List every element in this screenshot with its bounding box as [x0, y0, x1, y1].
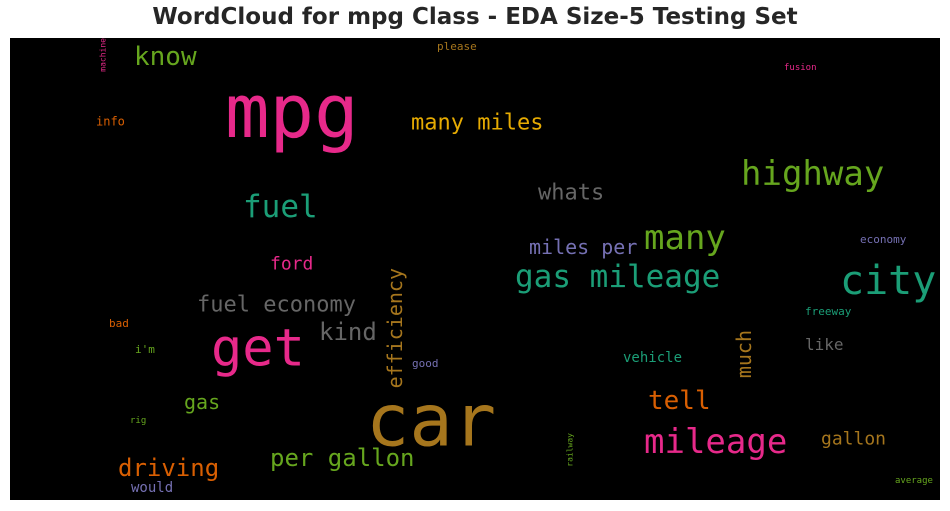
word-efficiency: efficiency — [383, 268, 407, 388]
chart-title: WordCloud for mpg Class - EDA Size-5 Tes… — [152, 4, 798, 30]
word-gas-mileage: gas mileage — [515, 259, 720, 295]
word-fuel-economy: fuel economy — [197, 293, 356, 318]
word-bad: bad — [109, 317, 129, 330]
word-like: like — [805, 335, 844, 354]
word-get: get — [211, 319, 305, 379]
word-city: city — [840, 258, 936, 304]
word-i-m: i'm — [135, 343, 155, 356]
word-ford: ford — [270, 253, 313, 274]
word-gallon: gallon — [821, 428, 886, 449]
word-fuel: fuel — [243, 189, 318, 225]
word-rig: rig — [130, 416, 146, 426]
word-mileage: mileage — [644, 422, 787, 462]
word-good: good — [412, 357, 439, 370]
word-gas: gas — [184, 390, 220, 414]
word-many: many — [644, 218, 726, 258]
word-know: know — [134, 42, 197, 72]
word-would: would — [131, 480, 173, 496]
word-info: info — [96, 115, 125, 129]
word-please: please — [437, 40, 477, 53]
word-average: average — [895, 476, 933, 486]
word-economy: economy — [860, 233, 907, 246]
word-driving: driving — [118, 454, 219, 482]
word-machine: machine — [99, 38, 108, 72]
word-much: much — [732, 330, 756, 378]
word-whats: whats — [538, 181, 604, 206]
word-kind: kind — [319, 318, 377, 346]
word-highway: highway — [741, 154, 884, 194]
word-mpg: mpg — [225, 69, 359, 155]
word-freeway: freeway — [805, 305, 852, 318]
word-vehicle: vehicle — [623, 350, 682, 366]
wordcloud-canvas: mpg car get city highway mileage many gas milea… — [10, 38, 940, 500]
word-many-miles: many miles — [411, 111, 543, 136]
word-miles-per: miles per — [529, 235, 637, 259]
word-per-gallon: per gallon — [270, 444, 415, 472]
word-fusion: fusion — [784, 63, 817, 73]
word-railway: railway — [566, 433, 575, 467]
word-tell: tell — [648, 386, 711, 416]
word-car: car — [366, 379, 496, 463]
